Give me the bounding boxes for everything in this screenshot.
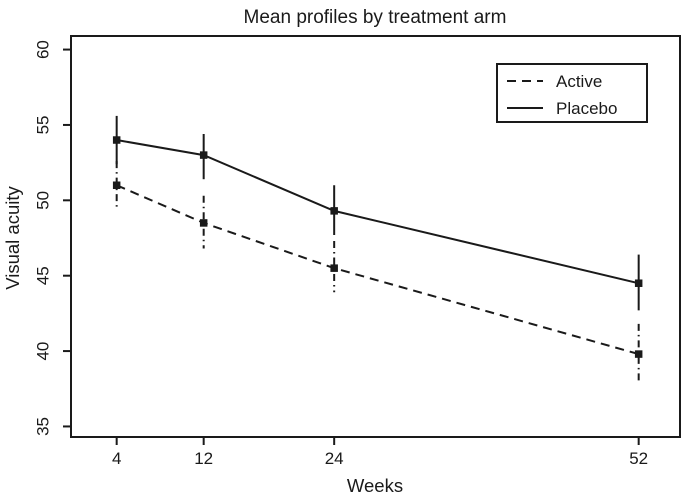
data-point-marker	[330, 264, 338, 272]
legend: Active Placebo	[496, 63, 648, 123]
x-tick-label: 52	[629, 449, 648, 468]
y-axis-ticks: 35 40 45 50 55 60	[34, 40, 71, 436]
series-line	[116, 184, 639, 356]
x-tick-label: 12	[194, 449, 213, 468]
y-axis-label: Visual acuity	[2, 185, 23, 289]
y-tick-label: 50	[34, 191, 53, 210]
series-line	[116, 139, 639, 285]
plot-border	[70, 35, 681, 438]
y-tick-label: 60	[34, 40, 53, 59]
data-point-marker	[634, 279, 643, 287]
x-tick-label: 24	[325, 449, 344, 468]
y-tick-label: 45	[34, 266, 53, 285]
data-point-marker	[199, 151, 208, 159]
data-point-marker	[634, 350, 643, 358]
legend-box	[496, 63, 648, 123]
x-axis-ticks: 4 12 24 52	[112, 437, 648, 468]
data-point-marker	[199, 219, 208, 227]
legend-label-placebo: Placebo	[556, 99, 617, 118]
y-tick-label: 35	[34, 417, 53, 436]
series-placebo	[112, 115, 643, 311]
legend-label-active: Active	[556, 72, 602, 91]
x-axis-label: Weeks	[347, 475, 403, 496]
chart-title: Mean profiles by treatment arm	[244, 7, 507, 28]
x-tick-label: 4	[112, 449, 121, 468]
data-point-marker	[330, 207, 338, 215]
series-active	[112, 161, 643, 382]
data-point-marker	[112, 181, 121, 189]
y-tick-label: 40	[34, 342, 53, 361]
y-tick-label: 55	[34, 115, 53, 134]
data-point-marker	[112, 136, 121, 144]
series-layer	[112, 115, 643, 382]
